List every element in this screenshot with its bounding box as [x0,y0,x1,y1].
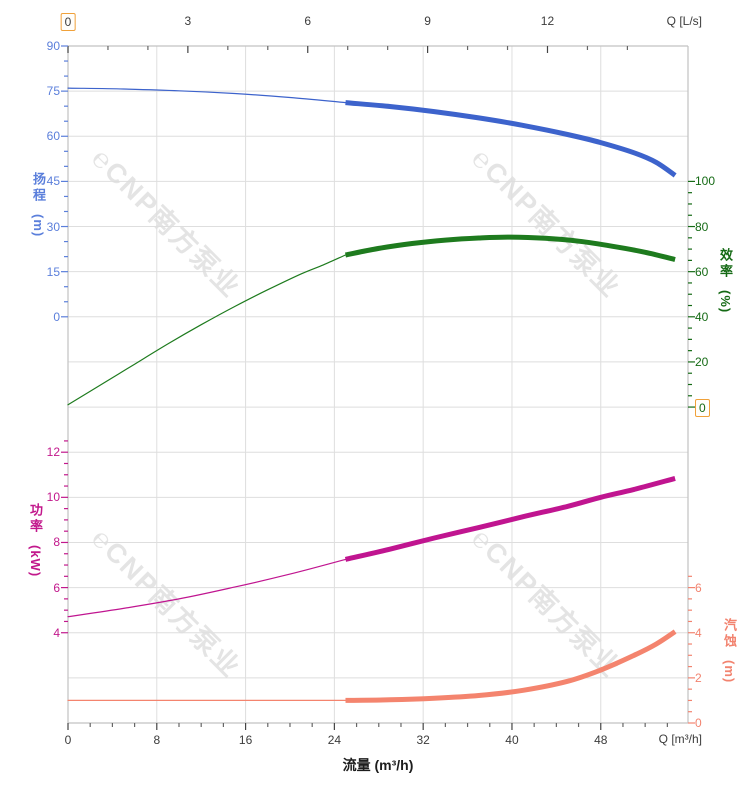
power-tick-label: 10 [46,490,60,505]
bottom-axis-unit-label: Q [m³/h] [658,732,702,746]
top-axis-tick-label: 9 [424,14,431,28]
top-axis-tick-label: 6 [304,14,312,28]
npsh-axis-title: 汽蚀 (m) [721,618,738,683]
power-tick-label: 12 [46,445,60,460]
top-axis-tick-label: 3 [184,14,192,28]
efficiency-tick-label: 40 [695,309,709,324]
power-curve-thin [67,558,347,618]
bottom-axis-tick-label: 0 [64,733,72,747]
efficiency-tick-label: 20 [695,354,709,369]
head-curve-thin [67,87,347,104]
npsh-curve-thick [345,629,677,703]
power-axis-title: 功率 (kW) [27,503,44,577]
flow-rate-axis-label: 流量 (m³/h) [342,757,414,773]
top-axis-unit-label: Q [L/s] [666,14,702,28]
bottom-axis-tick-label: 16 [238,733,253,747]
bottom-axis-tick-label: 8 [153,733,161,747]
head-tick-label: 75 [46,84,60,99]
bottom-axis-tick-label: 32 [416,733,430,747]
power-axis-title-text: 功率 [28,503,43,535]
head-tick-label: 60 [46,129,60,144]
efficiency-curve-thin [67,254,347,406]
head-axis-title-text: 扬程 [31,172,46,204]
npsh-tick-label: 2 [695,670,702,685]
power-axis-unit: (kW) [28,545,43,578]
head-axis-unit: (m) [31,214,46,238]
npsh-axis-unit: (m) [722,660,737,684]
head-tick-label: 90 [46,39,60,53]
efficiency-curve-thick [345,234,676,262]
npsh-tick-label: 4 [695,625,702,640]
efficiency-axis-title-text: 效率 [718,248,733,280]
bottom-axis-tick-label: 40 [505,733,519,747]
npsh-tick-label: 6 [695,580,702,595]
power-curve-thick [344,475,676,562]
head-tick-label: 45 [46,174,60,189]
efficiency-tick-label: 0 [695,399,710,418]
efficiency-tick-label: 80 [695,219,709,234]
npsh-tick-label: 0 [695,716,702,730]
head-axis-title: 扬程 (m) [30,172,47,237]
top-axis-tick-label: 0 [60,13,76,31]
top-axis-tick-label: 12 [540,14,555,28]
efficiency-tick-label: 60 [695,264,709,279]
efficiency-axis-title: 效率 (%) [717,248,734,313]
efficiency-axis-unit: (%) [718,290,733,314]
efficiency-tick-label: 100 [695,174,716,189]
power-tick-label: 8 [53,535,60,550]
npsh-axis-title-text: 汽蚀 [722,618,737,650]
bottom-axis-tick-label: 24 [327,733,342,747]
head-tick-label: 0 [53,309,60,324]
head-tick-label: 30 [46,219,60,234]
bottom-axis-tick-label: 48 [594,733,608,747]
head-curve-thick [345,100,677,178]
head-tick-label: 15 [46,264,60,279]
power-tick-label: 6 [53,580,60,595]
power-tick-label: 4 [53,625,60,640]
